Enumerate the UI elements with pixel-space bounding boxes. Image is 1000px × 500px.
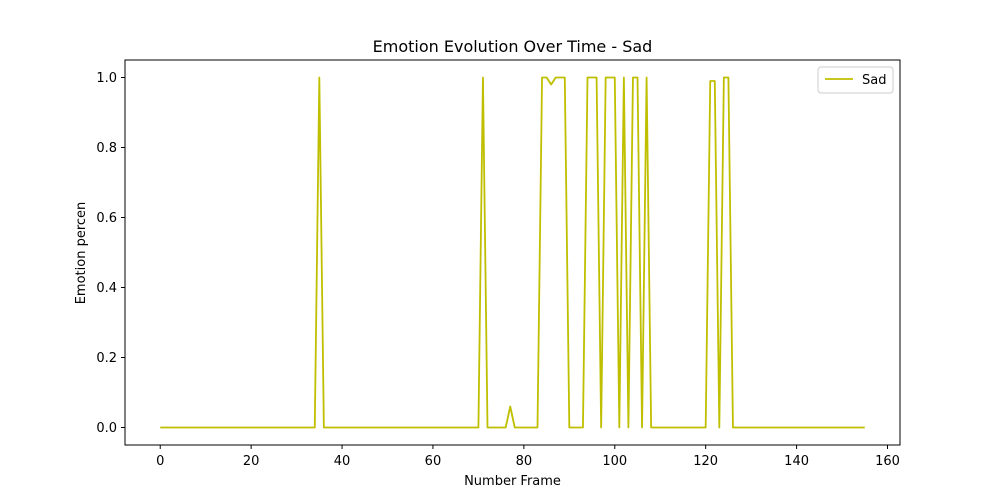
y-tick-label: 1.0 <box>96 71 117 86</box>
plot-frame <box>124 59 901 446</box>
y-tick-label: 0.2 <box>96 351 117 366</box>
y-tick-label: 0.0 <box>96 421 117 436</box>
y-axis-ticks: 0.0 0.2 0.4 0.6 0.8 1.0 <box>96 71 125 436</box>
x-tick-label: 40 <box>334 454 351 469</box>
x-tick-label: 60 <box>425 454 442 469</box>
plot-area <box>124 59 901 446</box>
y-tick-label: 0.8 <box>96 141 117 156</box>
x-tick-label: 140 <box>784 454 809 469</box>
legend-box <box>817 66 894 94</box>
x-axis-ticks: 0 20 40 60 80 100 120 140 160 <box>156 445 900 469</box>
y-tick-label: 0.6 <box>96 211 117 226</box>
x-tick-label: 160 <box>875 454 900 469</box>
x-axis-label: Number Frame <box>464 474 561 489</box>
series-line-0 <box>160 76 865 429</box>
legend: Sad <box>817 66 894 94</box>
x-tick-label: 120 <box>693 454 718 469</box>
y-tick-label: 0.4 <box>96 281 117 296</box>
x-tick-label: 100 <box>602 454 627 469</box>
x-tick-label: 0 <box>156 454 164 469</box>
chart-title: Emotion Evolution Over Time - Sad <box>373 37 653 56</box>
x-tick-label: 20 <box>243 454 260 469</box>
x-tick-label: 80 <box>516 454 533 469</box>
y-axis-label: Emotion percen <box>74 202 89 305</box>
legend-label: Sad <box>862 73 886 88</box>
